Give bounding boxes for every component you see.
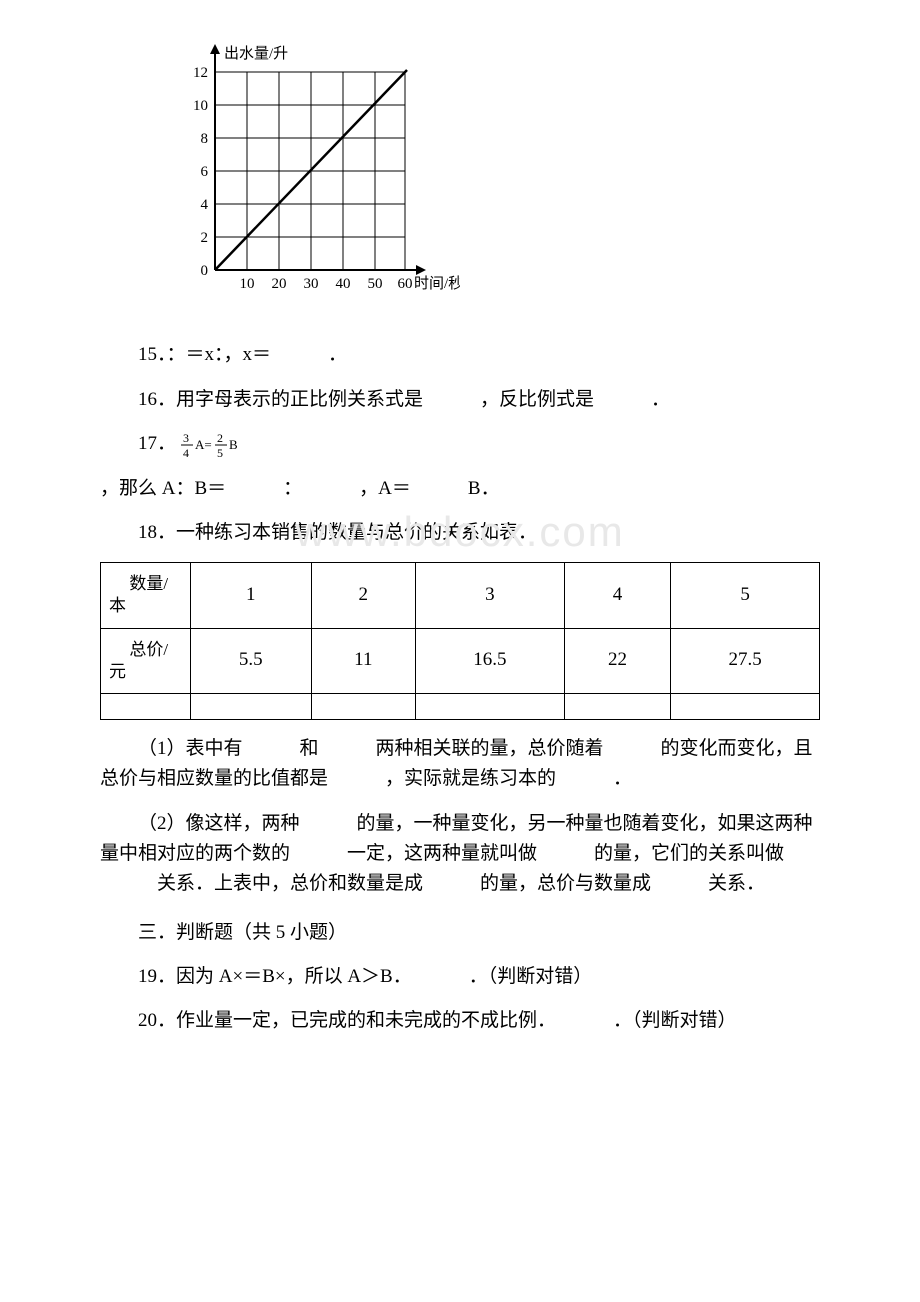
- q18-p2-f: 的量，总价与数量成: [480, 873, 651, 894]
- svg-text:10: 10: [193, 98, 208, 114]
- svg-text:10: 10: [240, 276, 255, 292]
- table-cell: 1: [191, 563, 312, 628]
- q17-l2-b: ：: [283, 478, 302, 499]
- table-header-price: 总价/元: [101, 628, 191, 693]
- table-cell: 2: [311, 563, 415, 628]
- q18-intro-text: 一种练习本销售的数量与总价的关系如表．: [176, 522, 537, 543]
- table-cell: 27.5: [671, 628, 820, 693]
- svg-text:40: 40: [336, 276, 351, 292]
- q15-text-a: ：＝x：，x＝: [167, 344, 272, 365]
- y-axis-label: 出水量/升: [224, 45, 288, 62]
- q18-number: 18．: [138, 522, 176, 543]
- x-axis-label: 时间/秒: [414, 275, 460, 292]
- q19-text-b: ．（判断对错）: [469, 966, 593, 987]
- svg-text:B: B: [229, 437, 238, 452]
- q18-p1-a: （1）表中有: [138, 738, 243, 759]
- q16-text-b: ，反比例式是: [480, 389, 594, 410]
- q16-number: 16．: [138, 389, 176, 410]
- q20-number: 20．: [138, 1010, 176, 1031]
- question-17-line2: ，那么 A：B＝ ： ，A＝ B．: [100, 474, 820, 504]
- question-18-intro: 18．一种练习本销售的数量与总价的关系如表．: [100, 518, 820, 548]
- svg-text:A=: A=: [195, 437, 212, 452]
- svg-text:0: 0: [201, 263, 209, 279]
- question-19: 19．因为 A×＝B×，所以 A＞B． ．（判断对错）: [100, 962, 820, 992]
- table-cell: 11: [311, 628, 415, 693]
- q18-table: 数量/本 1 2 3 4 5 总价/元 5.5 11 16.5 22 27.5: [100, 562, 820, 719]
- svg-text:6: 6: [201, 164, 209, 180]
- q20-text-b: ．（判断对错）: [613, 1010, 737, 1031]
- question-18-p1: （1）表中有和两种相关联的量，总价随着的变化而变化，且总价与相应数量的比值都是，…: [100, 734, 820, 795]
- svg-text:4: 4: [201, 197, 209, 213]
- svg-text:8: 8: [201, 131, 209, 147]
- q16-text-a: 用字母表示的正比例关系式是: [176, 389, 423, 410]
- q18-p2-d: 的量，它们的关系叫做: [594, 843, 784, 864]
- question-17-line1: 17． 3 4 A= 2 5 B: [100, 429, 820, 459]
- table-cell: 22: [564, 628, 671, 693]
- svg-text:12: 12: [193, 65, 208, 81]
- table-row-blank: [101, 693, 820, 719]
- question-16: 16．用字母表示的正比例关系式是 ，反比例式是 ．: [100, 385, 820, 415]
- q17-formula-svg: 3 4 A= 2 5 B: [181, 431, 251, 459]
- q18-p1-c: 两种相关联的量，总价随着: [376, 738, 604, 759]
- q18-p1-e: ，实际就是练习本的: [385, 768, 556, 789]
- question-15: 15．：＝x：，x＝ ．: [100, 340, 820, 370]
- q18-p1-b: 和: [300, 738, 319, 759]
- q17-number: 17．: [138, 433, 176, 454]
- table-cell: 5: [671, 563, 820, 628]
- table-cell: 3: [416, 563, 565, 628]
- table-header-qty: 数量/本: [101, 563, 191, 628]
- q18-p2-e: 关系．上表中，总价和数量是成: [157, 873, 423, 894]
- table-cell: 16.5: [416, 628, 565, 693]
- q18-p1-f: ．: [613, 768, 632, 789]
- table-cell: 4: [564, 563, 671, 628]
- q18-p2-c: 一定，这两种量就叫做: [347, 843, 537, 864]
- q16-text-c: ．: [651, 389, 670, 410]
- line-chart-svg: 出水量/升: [160, 40, 460, 310]
- q15-text-b: ．: [328, 344, 347, 365]
- q17-l2-a: ，那么 A：B＝: [100, 478, 226, 499]
- svg-text:3: 3: [183, 431, 189, 445]
- chart-water-output: 出水量/升: [160, 40, 820, 320]
- svg-text:4: 4: [183, 446, 189, 459]
- table-row: 数量/本 1 2 3 4 5: [101, 563, 820, 628]
- q20-text-a: 作业量一定，已完成的和未完成的不成比例．: [176, 1010, 556, 1031]
- q18-p2-g: 关系．: [708, 873, 765, 894]
- question-20: 20．作业量一定，已完成的和未完成的不成比例． ．（判断对错）: [100, 1006, 820, 1036]
- question-18-p2: （2）像这样，两种的量，一种量变化，另一种量也随着变化，如果这两种量中相对应的两…: [100, 809, 820, 900]
- svg-text:2: 2: [201, 230, 209, 246]
- table-row: 总价/元 5.5 11 16.5 22 27.5: [101, 628, 820, 693]
- q18-p2-a: （2）像这样，两种: [138, 813, 300, 834]
- svg-text:30: 30: [304, 276, 319, 292]
- q15-number: 15．: [138, 344, 167, 365]
- svg-text:2: 2: [217, 431, 223, 445]
- q19-text-a: 因为 A×＝B×，所以 A＞B．: [176, 966, 412, 987]
- svg-text:60: 60: [398, 276, 413, 292]
- q19-number: 19．: [138, 966, 176, 987]
- q17-l2-c: ，A＝: [359, 478, 411, 499]
- q17-l2-d: B．: [468, 478, 500, 499]
- svg-text:50: 50: [368, 276, 383, 292]
- svg-text:5: 5: [217, 446, 223, 459]
- svg-text:20: 20: [272, 276, 287, 292]
- section-3-title: 三．判断题（共 5 小题）: [100, 918, 820, 948]
- table-cell: 5.5: [191, 628, 312, 693]
